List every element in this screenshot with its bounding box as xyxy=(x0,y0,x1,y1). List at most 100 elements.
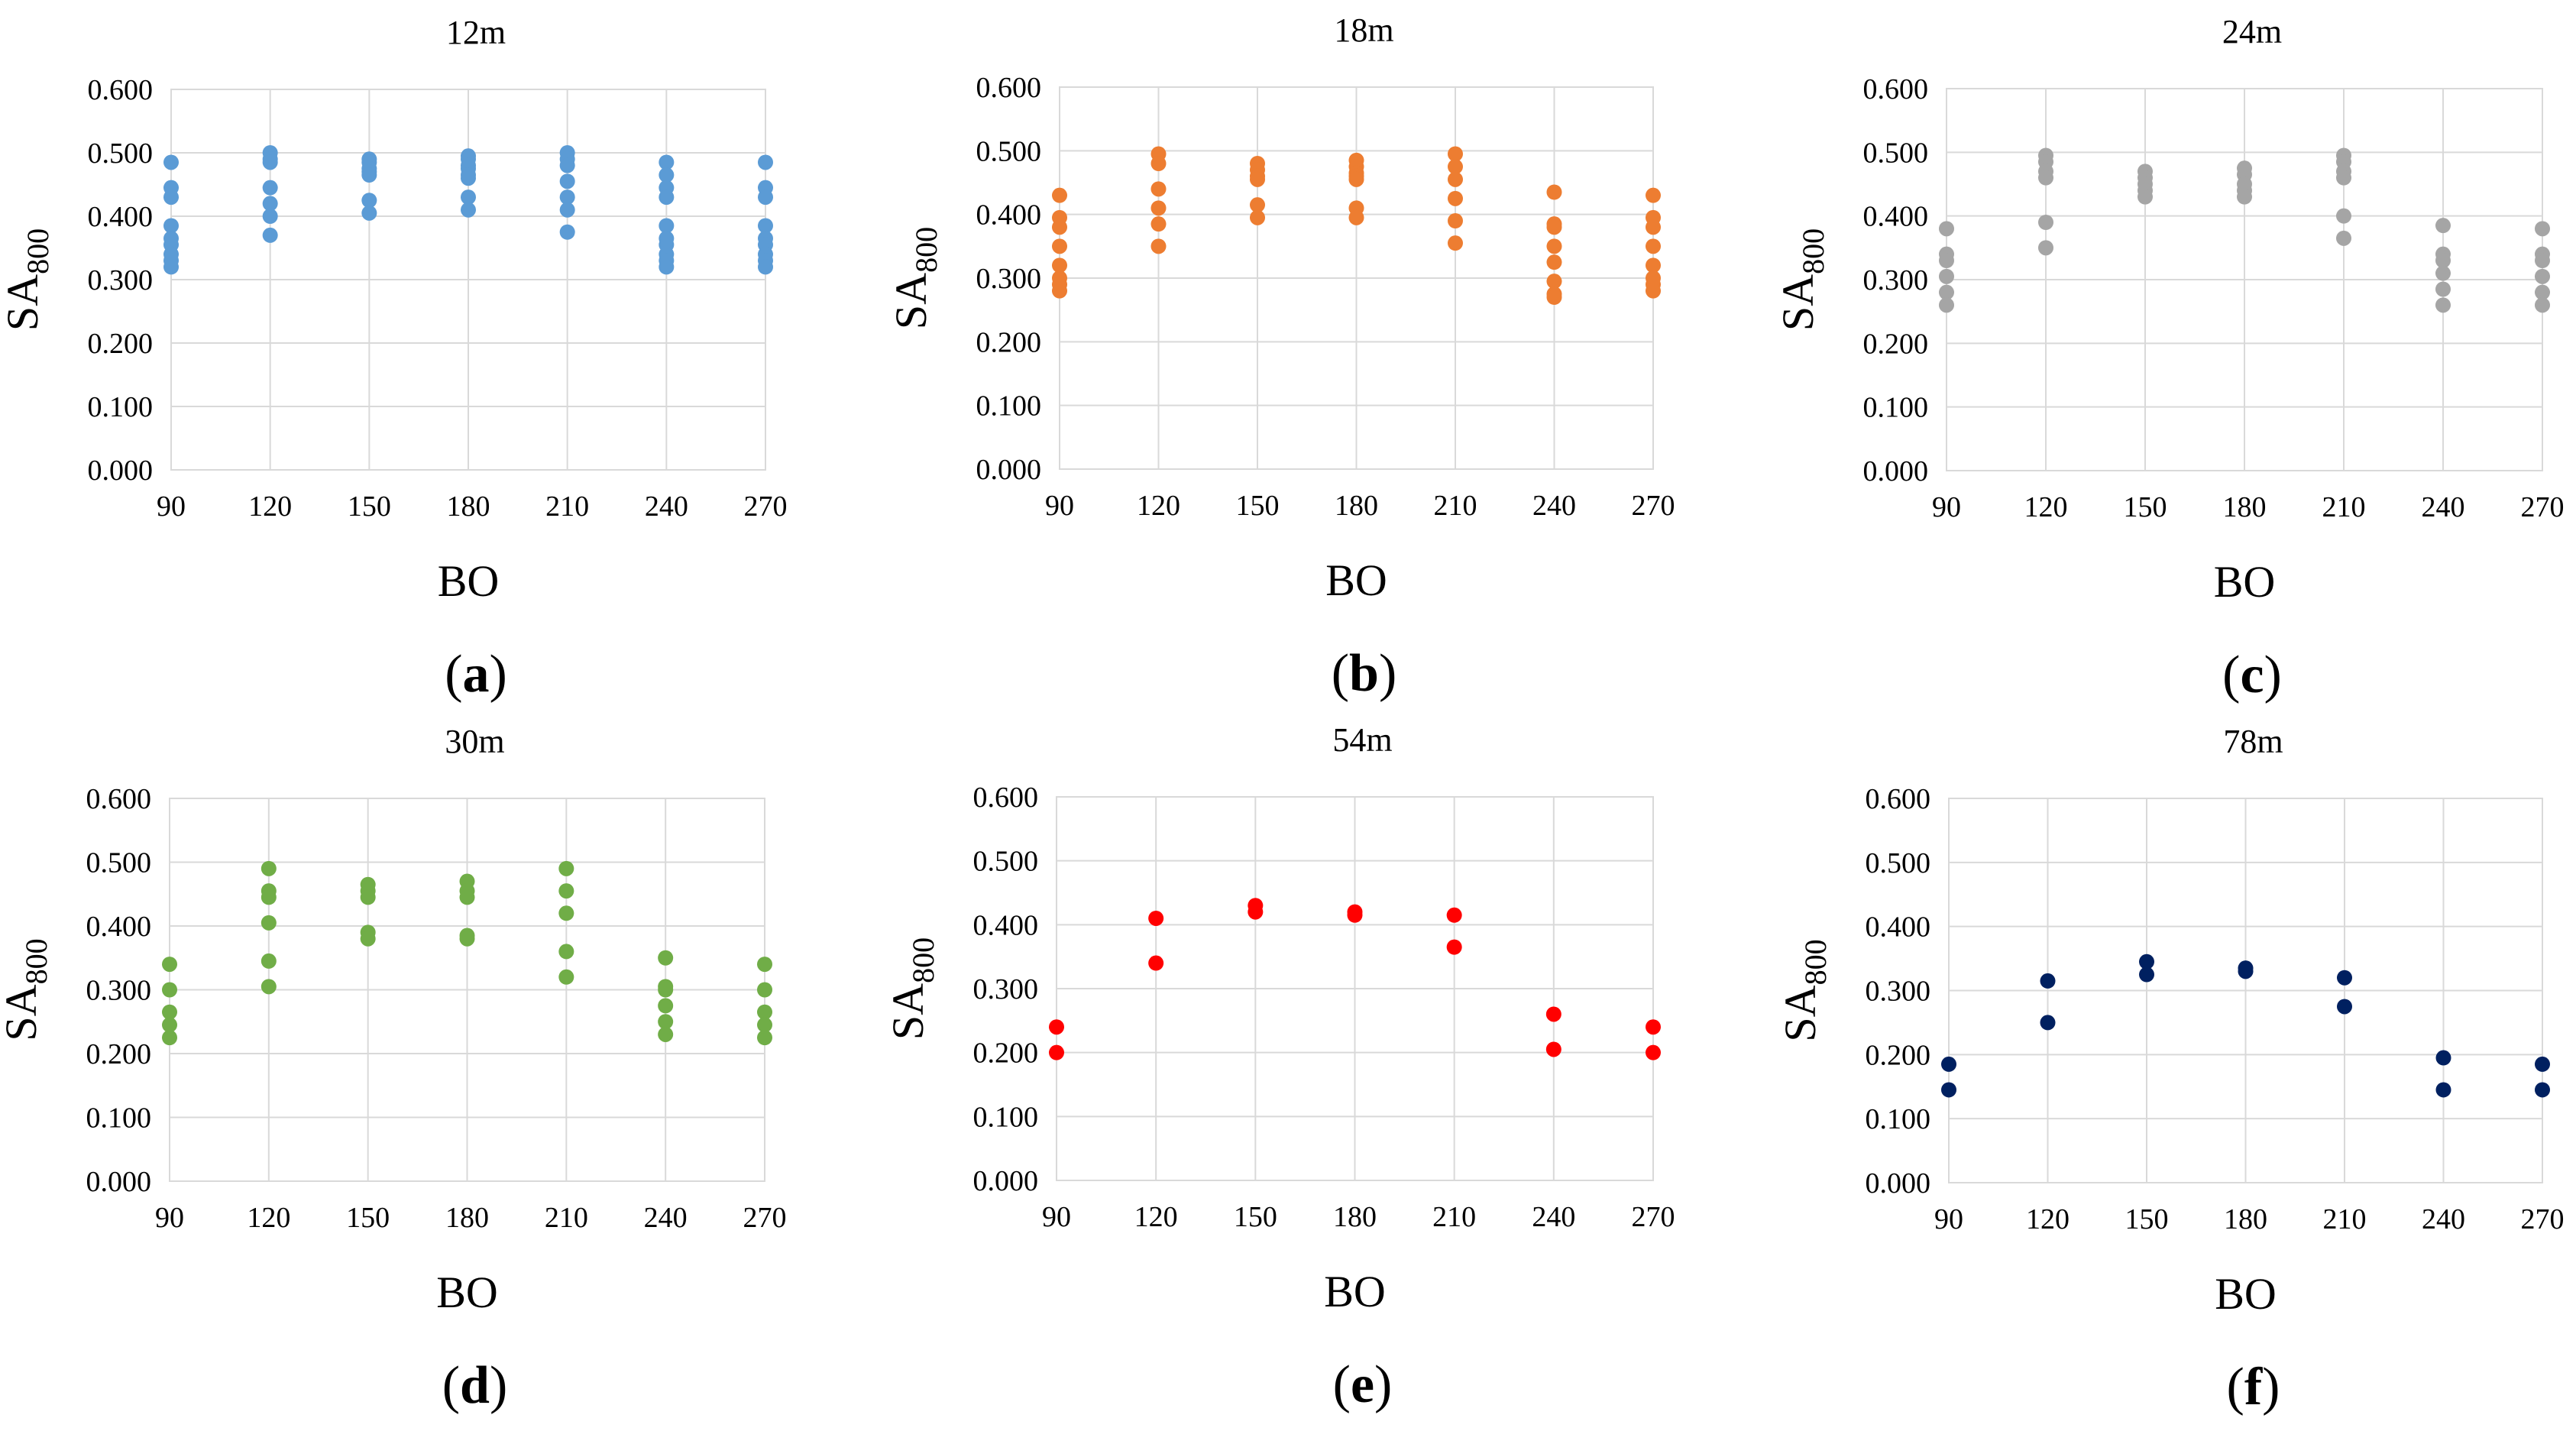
panel-label: (b) xyxy=(1332,644,1397,703)
data-point xyxy=(1248,904,1264,920)
data-point xyxy=(1250,209,1265,225)
data-point xyxy=(2038,215,2053,230)
chart-title: 78m xyxy=(2223,723,2283,760)
data-point xyxy=(1052,187,1067,203)
data-point xyxy=(757,1004,772,1020)
y-tick-label: 0.000 xyxy=(86,1166,152,1198)
data-point xyxy=(1150,156,1167,171)
x-tick-label: 90 xyxy=(1932,491,1961,523)
y-tick-label: 0.000 xyxy=(88,455,154,487)
y-tick-label: 0.200 xyxy=(1863,328,1929,360)
data-point xyxy=(758,218,773,234)
data-point xyxy=(1939,221,1954,237)
x-tick-label: 120 xyxy=(1134,1201,1178,1233)
chart-title: 12m xyxy=(446,14,506,51)
data-point xyxy=(659,154,675,170)
x-tick-label: 150 xyxy=(346,1202,390,1234)
data-point xyxy=(2535,253,2550,268)
data-point xyxy=(658,982,674,998)
chart-panel-c: 90 120 150 180 210 240 270 0.000 0.100 0.200 0.300… xyxy=(1773,13,2565,704)
data-point xyxy=(360,889,376,905)
data-point xyxy=(361,167,377,183)
plot-area xyxy=(170,89,766,471)
data-point xyxy=(1941,1082,1956,1098)
data-point xyxy=(1448,213,1463,228)
data-point xyxy=(1545,1006,1561,1022)
x-tick-label: 150 xyxy=(2124,491,2167,523)
x-tick-label: 210 xyxy=(1434,490,1477,522)
panel-label-letter: e xyxy=(1351,1355,1374,1414)
y-tick-label: 0.400 xyxy=(1866,911,1931,944)
data-point xyxy=(1646,187,1661,203)
x-tick-label: 120 xyxy=(248,490,292,523)
panel-label-open: ( xyxy=(2227,1358,2244,1416)
y-axis-label: SA800 xyxy=(886,227,943,329)
data-point xyxy=(1250,171,1265,187)
data-point xyxy=(2238,963,2254,979)
x-tick-label: 150 xyxy=(1234,1201,1277,1233)
y-tick-label: 0.600 xyxy=(1863,73,1929,105)
x-axis-label: BO xyxy=(436,1268,498,1317)
y-axis-label-subscript: 800 xyxy=(1796,228,1830,274)
chart-title: 18m xyxy=(1334,11,1393,49)
y-axis-label-main: SA xyxy=(0,984,46,1041)
data-point xyxy=(758,189,773,206)
data-point xyxy=(261,860,277,876)
data-point xyxy=(261,915,277,931)
data-point xyxy=(1646,238,1661,254)
data-point xyxy=(162,982,177,998)
data-point xyxy=(1448,171,1463,187)
data-point xyxy=(1348,171,1364,187)
x-tick-label: 210 xyxy=(545,1202,588,1234)
chart-panel-b: 90 120 150 180 210 240 270 0.000 0.100 0.200 0.300… xyxy=(886,11,1675,703)
data-point xyxy=(559,173,575,189)
panel-label: (f) xyxy=(2227,1358,2280,1416)
data-point xyxy=(558,860,574,876)
data-point xyxy=(262,196,278,212)
y-tick-label: 0.100 xyxy=(973,1101,1039,1133)
y-axis-label-main: SA xyxy=(1773,274,1823,331)
data-point xyxy=(2336,170,2351,186)
x-tick-label: 210 xyxy=(1432,1201,1476,1233)
data-point xyxy=(461,202,476,218)
x-tick-label: 90 xyxy=(1934,1203,1963,1235)
chart-panel-f: 90 120 150 180 210 240 270 0.000 0.100 0.200 0.300… xyxy=(1775,723,2565,1416)
data-point xyxy=(1646,1019,1661,1035)
y-tick-label: 0.600 xyxy=(1866,783,1931,815)
data-point xyxy=(1448,146,1463,162)
data-point xyxy=(2337,999,2352,1015)
data-point xyxy=(1939,297,1954,313)
data-point xyxy=(2535,1056,2550,1072)
y-tick-label: 0.100 xyxy=(976,390,1042,423)
panel-label-letter: b xyxy=(1349,644,1379,703)
x-tick-label: 180 xyxy=(1335,490,1378,522)
y-tick-label: 0.100 xyxy=(86,1102,152,1135)
data-point xyxy=(261,889,277,905)
chart-title: 54m xyxy=(1332,721,1392,759)
y-tick-label: 0.400 xyxy=(976,199,1042,231)
data-point xyxy=(1448,235,1463,251)
data-point xyxy=(1049,1044,1064,1060)
data-point xyxy=(558,883,574,899)
y-axis-label-subscript: 800 xyxy=(21,228,55,274)
y-tick-label: 0.300 xyxy=(1863,264,1929,296)
data-point xyxy=(2040,973,2056,989)
plot-area xyxy=(1948,798,2543,1183)
data-point xyxy=(559,224,575,240)
data-point xyxy=(1939,268,1954,284)
x-tick-label: 150 xyxy=(2125,1203,2169,1235)
data-point xyxy=(558,969,574,985)
data-point xyxy=(1546,219,1562,235)
y-tick-label: 0.500 xyxy=(973,846,1039,878)
y-axis-label-subscript: 800 xyxy=(909,227,943,273)
data-point xyxy=(1546,254,1562,270)
y-tick-label: 0.300 xyxy=(976,263,1042,295)
data-point xyxy=(2139,953,2154,970)
y-tick-label: 0.400 xyxy=(1863,201,1929,233)
data-point xyxy=(658,950,674,966)
y-tick-label: 0.000 xyxy=(973,1165,1039,1197)
data-point xyxy=(461,189,476,206)
panel-label-letter: c xyxy=(2240,646,2264,704)
x-tick-label: 270 xyxy=(1632,490,1675,522)
data-point xyxy=(162,1017,177,1033)
